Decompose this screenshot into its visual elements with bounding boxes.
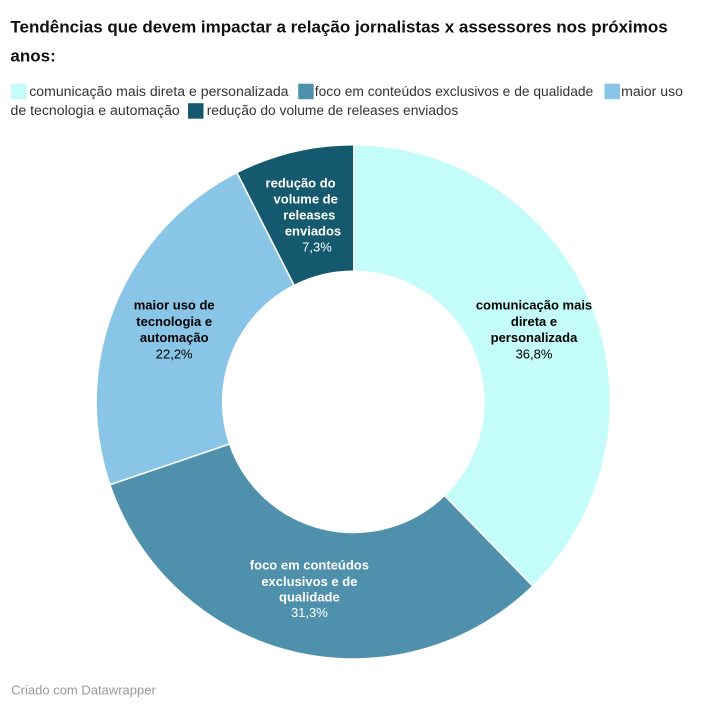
svg-text:de tecnologia e automação: de tecnologia e automação (11, 102, 180, 118)
svg-text:releases: releases (283, 208, 335, 223)
svg-text:exclusivos e de: exclusivos e de (261, 574, 357, 589)
svg-text:personalizada: personalizada (491, 330, 578, 345)
svg-text:22,2%: 22,2% (156, 346, 193, 361)
svg-text:31,3%: 31,3% (291, 605, 328, 620)
svg-text:7,3%: 7,3% (302, 239, 332, 254)
svg-text:Tendências que devem impactar: Tendências que devem impactar a relação … (10, 18, 667, 37)
svg-text:automação: automação (140, 330, 209, 345)
svg-text:anos:: anos: (10, 47, 55, 66)
svg-text:Criado com Datawrapper: Criado com Datawrapper (11, 683, 156, 698)
svg-text:direta e: direta e (511, 314, 557, 329)
svg-text:qualidade: qualidade (279, 590, 340, 605)
svg-text:maior uso: maior uso (621, 83, 683, 99)
svg-text:comunicação mais direta e pers: comunicação mais direta e personalizada (29, 83, 288, 99)
svg-text:enviados: enviados (285, 224, 341, 239)
svg-text:comunicação mais: comunicação mais (476, 298, 592, 313)
svg-text:tecnologia e: tecnologia e (136, 314, 212, 329)
svg-text:maior uso de: maior uso de (134, 298, 215, 313)
svg-text:foco em conteúdos: foco em conteúdos (250, 558, 369, 573)
svg-text:36,8%: 36,8% (516, 346, 553, 361)
svg-text:redução do: redução do (266, 176, 336, 191)
svg-text:volume de: volume de (274, 192, 338, 207)
svg-text:foco em conteúdos exclusivos e: foco em conteúdos exclusivos e de qualid… (315, 84, 594, 99)
svg-text:redução do volume de releases: redução do volume de releases enviados (207, 103, 459, 118)
